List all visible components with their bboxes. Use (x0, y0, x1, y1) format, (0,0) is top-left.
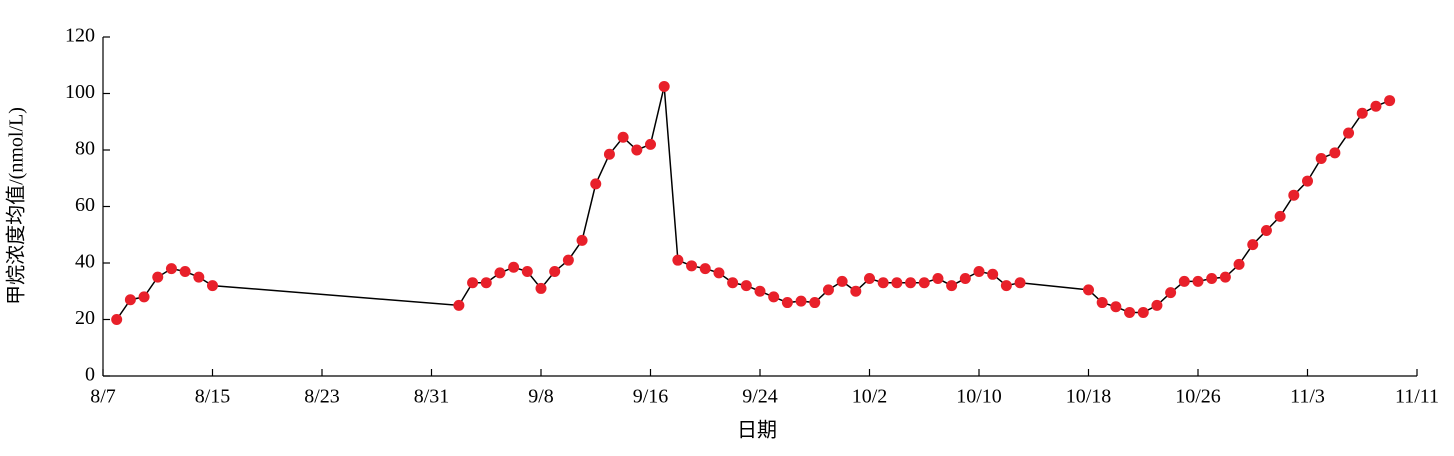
data-point (713, 267, 725, 279)
data-point (973, 265, 985, 277)
data-point (864, 273, 875, 285)
x-tick-label: 8/15 (195, 386, 231, 408)
y-tick-label: 0 (85, 364, 95, 386)
data-point (193, 271, 205, 283)
x-tick-label: 9/8 (528, 386, 554, 408)
y-axis-title: 甲烷浓度均值/(nmol/L) (5, 107, 28, 305)
data-point (576, 234, 588, 246)
data-point (1137, 306, 1149, 318)
data-point (1219, 271, 1231, 283)
data-point (905, 277, 917, 289)
data-point (1178, 275, 1190, 287)
data-point (590, 178, 602, 190)
x-tick-label: 10/18 (1066, 386, 1112, 408)
data-point (179, 265, 191, 277)
data-point (658, 80, 670, 92)
data-point (1083, 284, 1094, 296)
data-point (686, 260, 698, 272)
data-point (1288, 189, 1300, 201)
x-tick-label: 8/31 (414, 386, 450, 408)
x-tick-label: 10/10 (956, 386, 1002, 408)
y-tick-label: 120 (65, 25, 95, 47)
x-tick-label: 11/3 (1290, 386, 1325, 408)
data-point (152, 271, 164, 283)
data-point (891, 277, 903, 289)
data-point (727, 277, 739, 289)
data-point (521, 265, 533, 277)
data-point (1096, 297, 1108, 309)
data-point (467, 277, 479, 289)
data-point (1014, 277, 1026, 289)
data-point (836, 275, 848, 287)
data-point (768, 291, 780, 303)
x-tick-label: 10/2 (852, 386, 888, 408)
data-point (165, 263, 177, 275)
data-point (740, 280, 752, 292)
x-tick-label: 9/24 (742, 386, 778, 408)
data-point (631, 144, 643, 156)
data-point (1165, 287, 1177, 299)
data-point (1192, 275, 1204, 287)
data-point (535, 282, 547, 294)
data-point (918, 277, 930, 289)
data-point (1343, 127, 1355, 139)
data-point (645, 138, 656, 150)
data-point (1274, 210, 1286, 222)
data-point (822, 284, 834, 296)
y-tick-label: 80 (75, 138, 95, 160)
data-point (494, 267, 506, 279)
data-point (453, 299, 465, 311)
y-tick-label: 60 (75, 194, 95, 216)
data-point (617, 131, 629, 143)
data-point (1329, 147, 1341, 159)
data-point (781, 297, 793, 309)
x-tick-label: 8/23 (304, 386, 340, 408)
data-point (549, 265, 561, 277)
data-point (672, 254, 684, 266)
data-point (1315, 152, 1327, 164)
x-tick-label: 11/11 (1395, 386, 1439, 408)
data-point (1233, 258, 1245, 270)
x-axis-title: 日期 (737, 420, 777, 442)
data-point (1302, 175, 1313, 187)
data-point (1110, 301, 1122, 313)
data-point (480, 277, 492, 289)
data-point (850, 285, 862, 297)
x-tick-label: 10/26 (1175, 386, 1221, 408)
data-point (111, 314, 123, 325)
y-tick-label: 100 (65, 81, 95, 103)
data-point (946, 280, 958, 292)
data-point (1151, 299, 1163, 311)
data-point (207, 280, 218, 292)
data-point (795, 295, 807, 307)
data-point (1000, 280, 1012, 292)
data-point (138, 291, 150, 303)
data-point (699, 263, 711, 275)
x-tick-label: 9/16 (633, 386, 669, 408)
data-point (959, 273, 971, 285)
data-point (562, 254, 574, 266)
data-point (809, 297, 821, 309)
data-point (508, 261, 520, 273)
data-point (1356, 107, 1368, 119)
data-point (987, 268, 999, 280)
data-point (1124, 306, 1136, 318)
x-tick-label: 8/7 (90, 386, 116, 408)
y-tick-label: 20 (75, 307, 95, 329)
data-point (1206, 273, 1218, 285)
data-point (1370, 100, 1382, 112)
data-point (1247, 239, 1259, 251)
data-point (1260, 225, 1272, 237)
data-point (603, 148, 615, 160)
data-point (877, 277, 889, 289)
data-point (124, 294, 136, 306)
y-tick-label: 40 (75, 251, 95, 273)
data-point (754, 285, 766, 297)
data-point (1384, 95, 1396, 107)
data-point (932, 273, 944, 285)
